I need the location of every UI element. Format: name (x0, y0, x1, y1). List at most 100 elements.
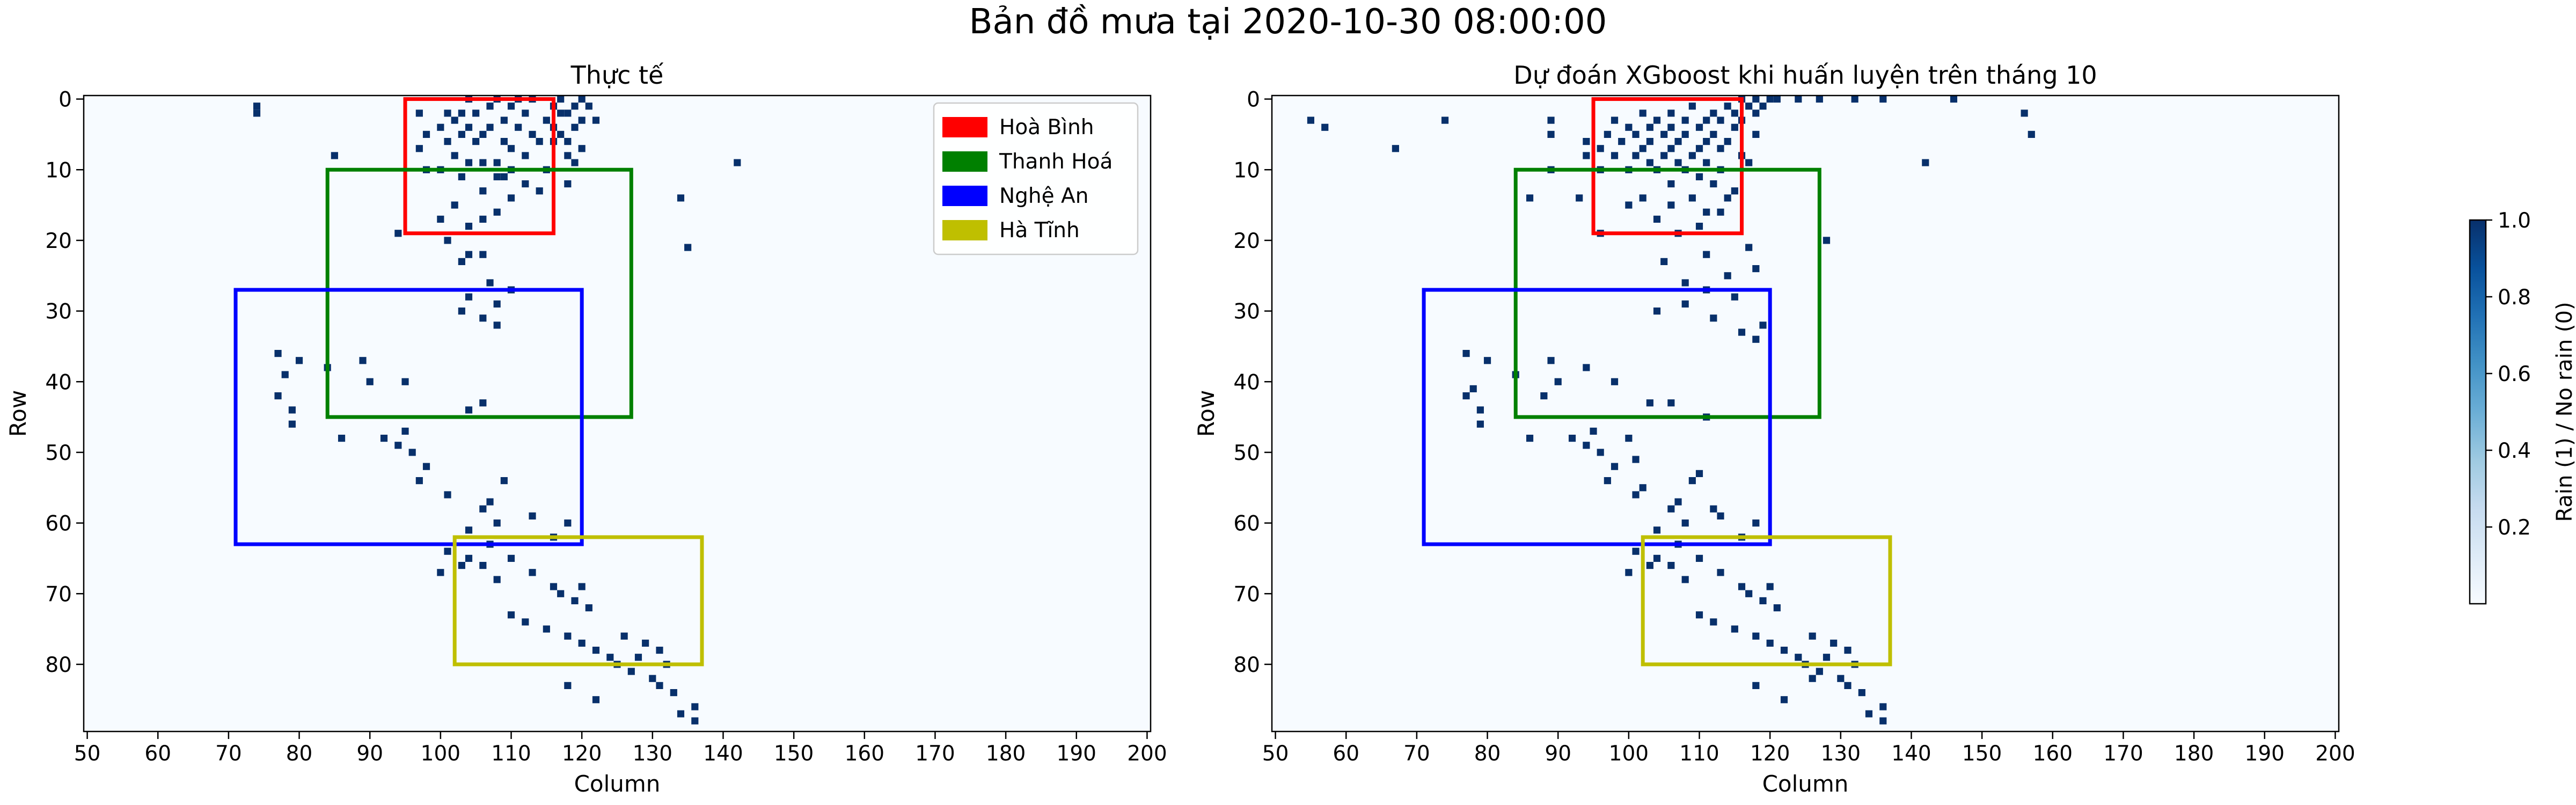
rain-cell (1540, 392, 1548, 400)
rain-cell (1809, 675, 1816, 682)
rain-cell (401, 427, 409, 435)
y-tick-label: 20 (1233, 229, 1260, 253)
rain-cell (444, 547, 451, 555)
rain-cell (444, 138, 451, 145)
y-tick-label: 0 (58, 88, 72, 112)
rain-cell (1660, 258, 1668, 265)
rain-cell (1695, 145, 1703, 152)
rain-cell (1795, 654, 1802, 661)
rain-cell (500, 138, 508, 145)
rain-cell (557, 130, 565, 138)
rain-cell (1625, 201, 1633, 209)
rain-cell (1583, 138, 1590, 145)
y-axis-label: Row (5, 390, 31, 437)
rain-cell (1724, 103, 1731, 110)
rain-cell (1752, 682, 1760, 689)
rain-cell (1618, 138, 1626, 145)
rain-cell (1858, 689, 1865, 697)
rain-cell (1695, 123, 1703, 131)
rain-cell (1844, 647, 1851, 654)
rain-cell (1752, 519, 1760, 527)
rain-cell (1759, 321, 1767, 329)
y-tick-label: 80 (1233, 653, 1260, 677)
rain-cell (288, 420, 296, 428)
rain-cell (578, 583, 586, 590)
rain-cell (359, 357, 367, 364)
rain-cell (1681, 116, 1689, 124)
rain-cell (1695, 554, 1703, 562)
rain-cell (1773, 96, 1781, 103)
rain-cell (1611, 152, 1619, 159)
rain-cell (394, 230, 402, 237)
rain-cell (1674, 498, 1682, 506)
rain-cell (472, 109, 480, 117)
rain-cell (1667, 145, 1675, 152)
rain-cell (1688, 152, 1696, 159)
rain-cell (493, 519, 501, 527)
rain-cell (1695, 611, 1703, 619)
rain-cell (1731, 187, 1738, 195)
rain-cell (564, 682, 572, 689)
legend-label: Hoà Bình (999, 115, 1094, 140)
rain-cell (1632, 456, 1640, 463)
rain-cell (479, 505, 487, 513)
x-tick-label: 70 (215, 742, 242, 766)
colorbar-gradient (2469, 219, 2487, 605)
x-tick-label: 140 (703, 742, 743, 766)
x-tick-label: 90 (1545, 742, 1571, 766)
rain-cell (1879, 717, 1887, 724)
rain-cell (1674, 159, 1682, 166)
x-tick-label: 60 (1333, 742, 1359, 766)
rain-cell (1307, 116, 1314, 124)
rain-cell (500, 173, 508, 180)
rain-cell (1625, 123, 1633, 131)
rain-cell (1816, 668, 1823, 675)
x-tick-label: 100 (421, 742, 460, 766)
rain-cell (1554, 378, 1562, 385)
colorbar-tick-label: 0.6 (2498, 362, 2531, 386)
rain-cell (1710, 314, 1717, 322)
x-tick-label: 50 (74, 742, 101, 766)
rain-cell (1703, 208, 1710, 216)
rain-cell (1681, 300, 1689, 308)
legend-swatch (942, 186, 987, 206)
rain-cell (500, 477, 508, 485)
region-box (403, 97, 556, 236)
rain-cell (1688, 477, 1696, 485)
rain-cell (479, 130, 487, 138)
rain-cell (1780, 647, 1788, 654)
rain-cell (1681, 130, 1689, 138)
x-axis-label: Column (1762, 771, 1849, 797)
rain-cell (415, 145, 423, 152)
legend-label: Hà Tĩnh (999, 218, 1080, 243)
x-tick-label: 80 (286, 742, 313, 766)
rain-cell (515, 123, 522, 131)
rain-cell (1823, 654, 1831, 661)
rain-cell (642, 639, 649, 647)
rain-cell (571, 597, 579, 604)
region-box (1513, 167, 1821, 419)
rain-cell (1809, 632, 1816, 640)
rain-cell (274, 392, 282, 400)
legend-label: Thanh Hoá (999, 150, 1113, 174)
rain-cell (1632, 152, 1640, 159)
rain-cell (1745, 103, 1753, 110)
rain-cell (564, 109, 572, 117)
rain-cell (1688, 103, 1696, 110)
rain-cell (331, 152, 338, 159)
rain-cell (493, 208, 501, 216)
x-tick-label: 180 (986, 742, 1026, 766)
rain-cell (1462, 392, 1470, 400)
rain-cell (1738, 583, 1746, 590)
y-tick-label: 20 (45, 229, 72, 253)
rain-cell (1780, 696, 1788, 704)
x-tick-label: 80 (1474, 742, 1501, 766)
rain-cell (627, 668, 635, 675)
x-tick-label: 150 (774, 742, 814, 766)
rain-cell (1773, 604, 1781, 612)
rain-cell (1795, 96, 1802, 103)
x-tick-label: 150 (1962, 742, 2002, 766)
rain-cell (1717, 208, 1724, 216)
rain-cell (585, 103, 592, 110)
rain-cell (1830, 639, 1838, 647)
